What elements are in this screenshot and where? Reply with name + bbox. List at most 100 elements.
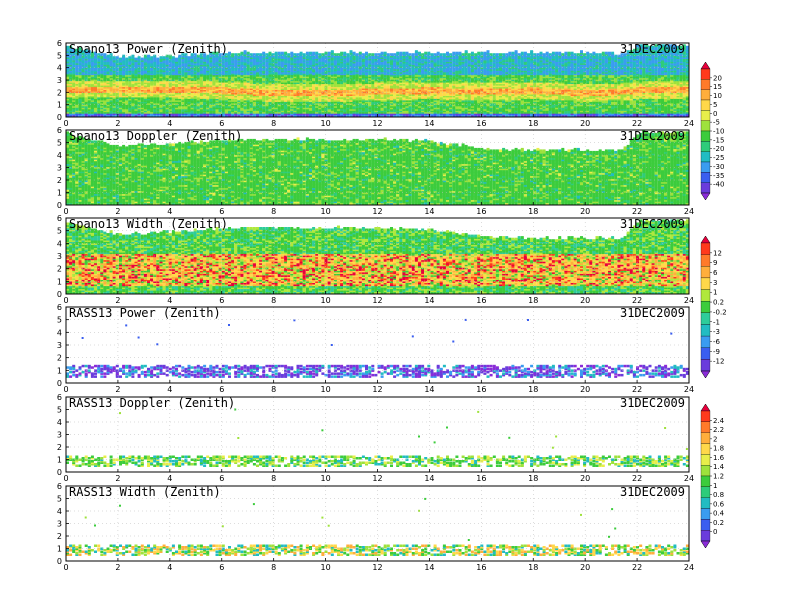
y-tick-label: 5 [57,51,62,60]
colorbar-label: -20 [713,145,724,153]
y-tick-label: 6 [57,303,62,312]
y-tick-label: 4 [57,64,62,73]
x-tick-label: 6 [219,296,224,305]
x-tick-label: 24 [684,296,694,305]
y-tick-label: 1 [57,456,62,465]
panel-title: RASS13 Width (Zenith) [69,485,221,499]
colorbar-swatch [701,301,710,313]
colorbar-label: -0.2 [713,308,727,316]
colorbar-label: -1 [713,318,720,326]
x-tick-label: 22 [632,563,642,572]
x-tick-label: 22 [632,385,642,394]
colorbar-swatch [701,90,710,100]
y-tick-label: 6 [57,393,62,402]
colorbar-bottom-arrow [701,541,710,548]
colorbar-swatch [701,433,710,444]
colorbar-swatch [701,183,710,193]
panel-date: 31DEC2009 [620,306,685,320]
colorbar-label: -15 [713,136,724,144]
x-tick-label: 0 [63,207,68,216]
x-tick-label: 8 [271,385,276,394]
colorbar-label: 0.2 [713,299,724,307]
y-tick-label: 1 [57,545,62,554]
x-tick-label: 8 [271,207,276,216]
x-tick-label: 24 [684,207,694,216]
y-tick-label: 1 [57,101,62,110]
colorbar-swatch [701,336,710,348]
x-tick-label: 20 [580,385,590,394]
colorbar-label: 2.4 [713,417,725,425]
colorbar-swatch [701,278,710,290]
colorbar-swatch [701,152,710,162]
x-tick-label: 20 [580,296,590,305]
y-tick-label: 6 [57,126,62,135]
x-tick-label: 8 [271,119,276,128]
y-tick-label: 5 [57,406,62,415]
colorbar-label: 1 [713,289,717,297]
x-tick-label: 18 [528,563,538,572]
colorbar-label: -3 [713,328,720,336]
colorbar-bottom-arrow [701,193,710,200]
x-tick-label: 2 [115,474,120,483]
y-tick-label: 1 [57,366,62,375]
colorbar-label: 2.2 [713,426,724,434]
y-tick-label: 3 [57,164,62,173]
x-tick-label: 24 [684,474,694,483]
x-tick-label: 2 [115,207,120,216]
x-tick-label: 10 [320,385,330,394]
x-tick-label: 24 [684,119,694,128]
panel-date: 31DEC2009 [620,129,685,143]
y-tick-label: 2 [57,88,62,97]
x-tick-label: 6 [219,474,224,483]
colorbar-swatch [701,131,710,141]
colorbar-label: 0.4 [713,510,725,518]
panel-date: 31DEC2009 [620,217,685,231]
colorbar-swatch [701,444,710,455]
colorbar-top-arrow [701,404,710,411]
panel-date: 31DEC2009 [620,396,685,410]
colorbar-swatch [701,519,710,530]
y-tick-label: 1 [57,277,62,286]
x-tick-label: 16 [476,207,486,216]
panel-title: Spano13 Power (Zenith) [69,42,228,56]
colorbar-swatch [701,172,710,182]
y-tick-label: 0 [57,201,62,210]
colorbar-label: 3 [713,279,717,287]
x-tick-label: 14 [424,119,434,128]
x-tick-label: 6 [219,563,224,572]
colorbar-label: 15 [713,83,722,91]
y-tick-label: 1 [57,189,62,198]
panel-title: RASS13 Doppler (Zenith) [69,396,235,410]
y-tick-label: 4 [57,418,62,427]
panel-date: 31DEC2009 [620,42,685,56]
colorbar-swatch [701,255,710,267]
x-tick-label: 12 [372,119,382,128]
x-tick-label: 16 [476,385,486,394]
x-tick-label: 2 [115,296,120,305]
x-tick-label: 0 [63,385,68,394]
y-tick-label: 2 [57,354,62,363]
x-tick-label: 14 [424,207,434,216]
x-tick-label: 14 [424,296,434,305]
x-tick-label: 20 [580,563,590,572]
x-tick-label: 4 [167,119,172,128]
y-tick-label: 6 [57,482,62,491]
colorbar-label: 6 [713,269,718,277]
x-tick-label: 14 [424,474,434,483]
colorbar-swatch [701,476,710,487]
x-tick-label: 10 [320,563,330,572]
x-tick-label: 8 [271,474,276,483]
y-tick-label: 3 [57,341,62,350]
y-tick-label: 4 [57,507,62,516]
x-tick-label: 4 [167,385,172,394]
colorbar-bottom-arrow [701,371,710,378]
x-tick-label: 12 [372,207,382,216]
colorbar-label: 0 [713,110,717,118]
x-tick-label: 12 [372,474,382,483]
x-tick-label: 8 [271,296,276,305]
colorbar-label: -30 [713,163,724,171]
